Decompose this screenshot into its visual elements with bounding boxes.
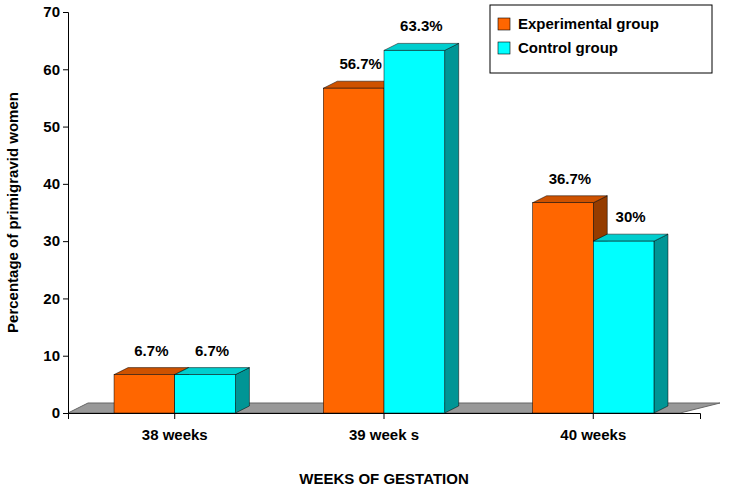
y-tick-label: 30 bbox=[43, 232, 60, 249]
y-tick: 0 bbox=[52, 404, 68, 421]
legend-swatch bbox=[498, 42, 510, 54]
y-tick: 50 bbox=[43, 118, 68, 135]
y-tick: 30 bbox=[43, 232, 68, 249]
data-label: 6.7% bbox=[134, 342, 168, 359]
x-tick-label: 38 weeks bbox=[142, 426, 208, 443]
data-label: 30% bbox=[616, 208, 646, 225]
data-label: 6.7% bbox=[195, 342, 229, 359]
y-tick-mark bbox=[63, 127, 68, 128]
bar-side bbox=[235, 368, 249, 413]
y-tick-mark bbox=[63, 12, 68, 13]
y-tick-label: 0 bbox=[52, 404, 60, 421]
bar-top bbox=[533, 196, 608, 203]
legend-item: Control group bbox=[498, 39, 618, 56]
y-tick: 40 bbox=[43, 175, 68, 192]
bars bbox=[114, 43, 668, 413]
legend-label: Control group bbox=[518, 39, 618, 56]
y-tick-mark bbox=[63, 413, 68, 414]
bar bbox=[384, 50, 445, 413]
y-axis-title: Percentage of primigravid women bbox=[4, 92, 21, 333]
bar-side bbox=[654, 234, 668, 413]
data-label: 36.7% bbox=[549, 170, 592, 187]
y-tick-label: 20 bbox=[43, 290, 60, 307]
legend-label: Experimental group bbox=[518, 15, 659, 32]
y-tick-label: 70 bbox=[43, 3, 60, 20]
data-label: 63.3% bbox=[400, 17, 443, 34]
y-tick-mark bbox=[63, 356, 68, 357]
x-tick: 40 weeks bbox=[560, 413, 626, 443]
y-tick-label: 40 bbox=[43, 175, 60, 192]
bar bbox=[114, 375, 175, 413]
x-tick-mark bbox=[384, 413, 385, 419]
y-tick: 20 bbox=[43, 290, 68, 307]
y-tick: 10 bbox=[43, 347, 68, 364]
bar bbox=[175, 375, 236, 413]
y-tick: 60 bbox=[43, 61, 68, 78]
y-tick: 70 bbox=[43, 3, 68, 20]
x-tick-label: 39 week s bbox=[349, 426, 419, 443]
x-tick-mark bbox=[593, 413, 594, 419]
y-tick-label: 10 bbox=[43, 347, 60, 364]
legend-item: Experimental group bbox=[498, 15, 659, 32]
bar-top bbox=[384, 43, 459, 50]
bar-top bbox=[175, 368, 250, 375]
plot: 6.7% 56.7% 36.7% 6.7% 63.3% 30% 0 10 20 30 40 50 60 7… bbox=[43, 3, 720, 443]
legend: Experimental group Control group bbox=[490, 5, 712, 73]
legend-swatch bbox=[498, 18, 510, 30]
x-axis: 38 weeks 39 week s 40 weeks bbox=[69, 413, 701, 443]
y-tick-mark bbox=[63, 298, 68, 299]
y-tick-mark bbox=[63, 69, 68, 70]
y-tick-label: 60 bbox=[43, 61, 60, 78]
y-tick-label: 50 bbox=[43, 118, 60, 135]
x-axis-title: WEEKS OF GESTATION bbox=[299, 470, 468, 487]
bar-side bbox=[445, 43, 459, 413]
y-tick-mark bbox=[63, 184, 68, 185]
x-tick: 38 weeks bbox=[142, 413, 208, 443]
legend-box bbox=[490, 5, 712, 73]
x-axis-line bbox=[69, 414, 701, 420]
bar bbox=[593, 241, 654, 413]
x-tick-mark bbox=[174, 413, 175, 419]
x-tick-label: 40 weeks bbox=[560, 426, 626, 443]
y-axis: 0 10 20 30 40 50 60 70 bbox=[43, 3, 68, 421]
chart: 6.7% 56.7% 36.7% 6.7% 63.3% 30% 0 10 20 30 40 50 60 7… bbox=[0, 0, 736, 492]
data-label: 56.7% bbox=[339, 55, 382, 72]
bar bbox=[323, 88, 384, 413]
bar-top bbox=[593, 234, 668, 241]
x-tick: 39 week s bbox=[349, 413, 419, 443]
y-tick-mark bbox=[63, 241, 68, 242]
y-axis-line bbox=[63, 13, 69, 414]
bar bbox=[533, 203, 594, 413]
